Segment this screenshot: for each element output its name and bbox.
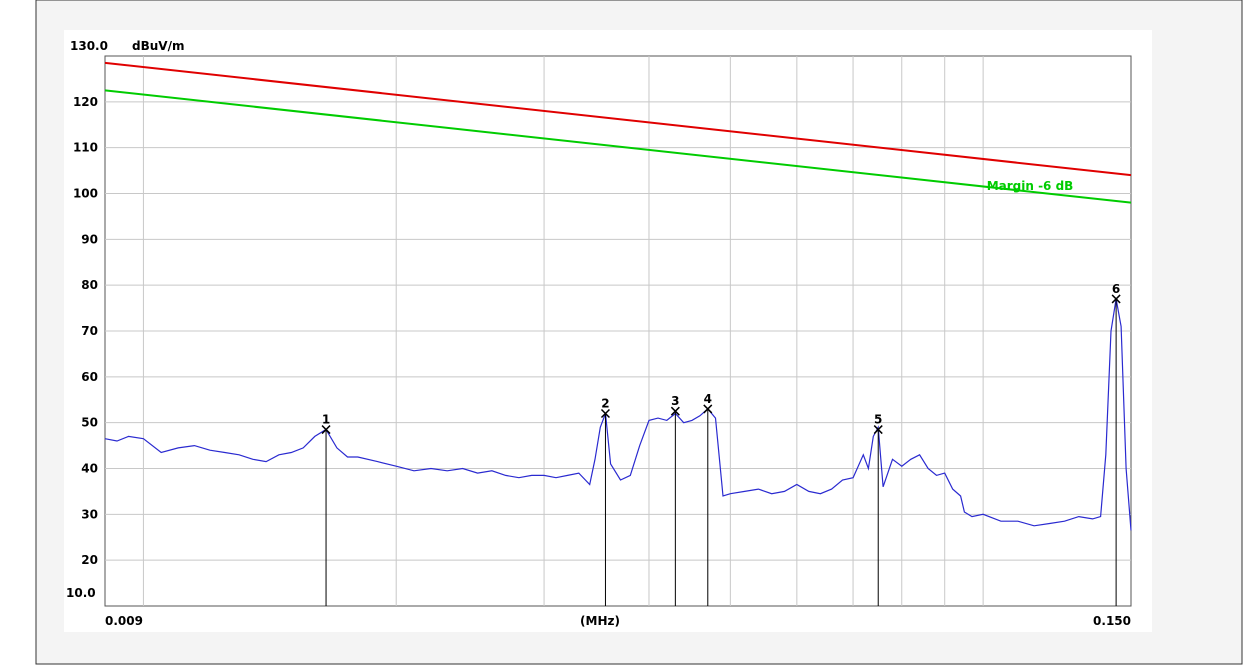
marker-label: 2 [601, 397, 609, 411]
y-tick-label: 100 [73, 187, 98, 201]
limit-lines [104, 61, 1132, 204]
y-axis-unit-label: dBuV/m [132, 39, 184, 53]
y-top-label: 130.0 [70, 39, 108, 53]
y-tick-label: 50 [81, 416, 98, 430]
y-tick-label: 80 [81, 278, 98, 292]
grid-lines [105, 56, 1131, 606]
x-axis-unit-label: (MHz) [580, 614, 620, 628]
y-tick-label: 20 [81, 553, 98, 567]
trace-line [104, 298, 1132, 531]
y-tick-label: 110 [73, 141, 98, 155]
x-start-label: 0.009 [105, 614, 143, 628]
y-tick-label: 40 [81, 462, 98, 476]
peak-marker-3: 3 [670, 394, 680, 606]
marker-label: 3 [671, 394, 679, 408]
marker-label: 5 [874, 413, 882, 427]
marker-cross [703, 404, 713, 414]
peak-marker-1: 1 [321, 413, 331, 606]
peak-marker-6: 6 [1111, 282, 1121, 606]
peak-marker-4: 4 [703, 392, 713, 606]
margin-line [104, 89, 1132, 204]
peak-markers: 1 2 3 4 5 6 [321, 282, 1121, 606]
marker-label: 1 [322, 413, 330, 427]
y-tick-labels: 120 110 100 90 80 70 60 50 40 30 20 [73, 95, 98, 567]
peak-marker-5: 5 [873, 413, 883, 606]
y-bottom-label: 10.0 [66, 586, 96, 600]
marker-label: 6 [1112, 282, 1120, 296]
x-end-label: 0.150 [1093, 614, 1131, 628]
marker-label: 4 [704, 392, 712, 406]
peak-marker-2: 2 [600, 397, 610, 606]
limit-line [104, 61, 1132, 177]
marker-cross [321, 425, 331, 435]
emission-trace [104, 298, 1132, 531]
marker-cross [600, 408, 610, 419]
y-tick-label: 120 [73, 95, 98, 109]
margin-line-label: Margin -6 dB [987, 179, 1074, 193]
marker-cross [873, 425, 883, 435]
marker-cross [1111, 294, 1121, 304]
y-tick-label: 90 [81, 232, 98, 246]
y-tick-label: 60 [81, 370, 98, 384]
y-tick-label: 70 [81, 324, 98, 338]
marker-cross [670, 406, 680, 416]
y-tick-label: 30 [81, 507, 98, 521]
